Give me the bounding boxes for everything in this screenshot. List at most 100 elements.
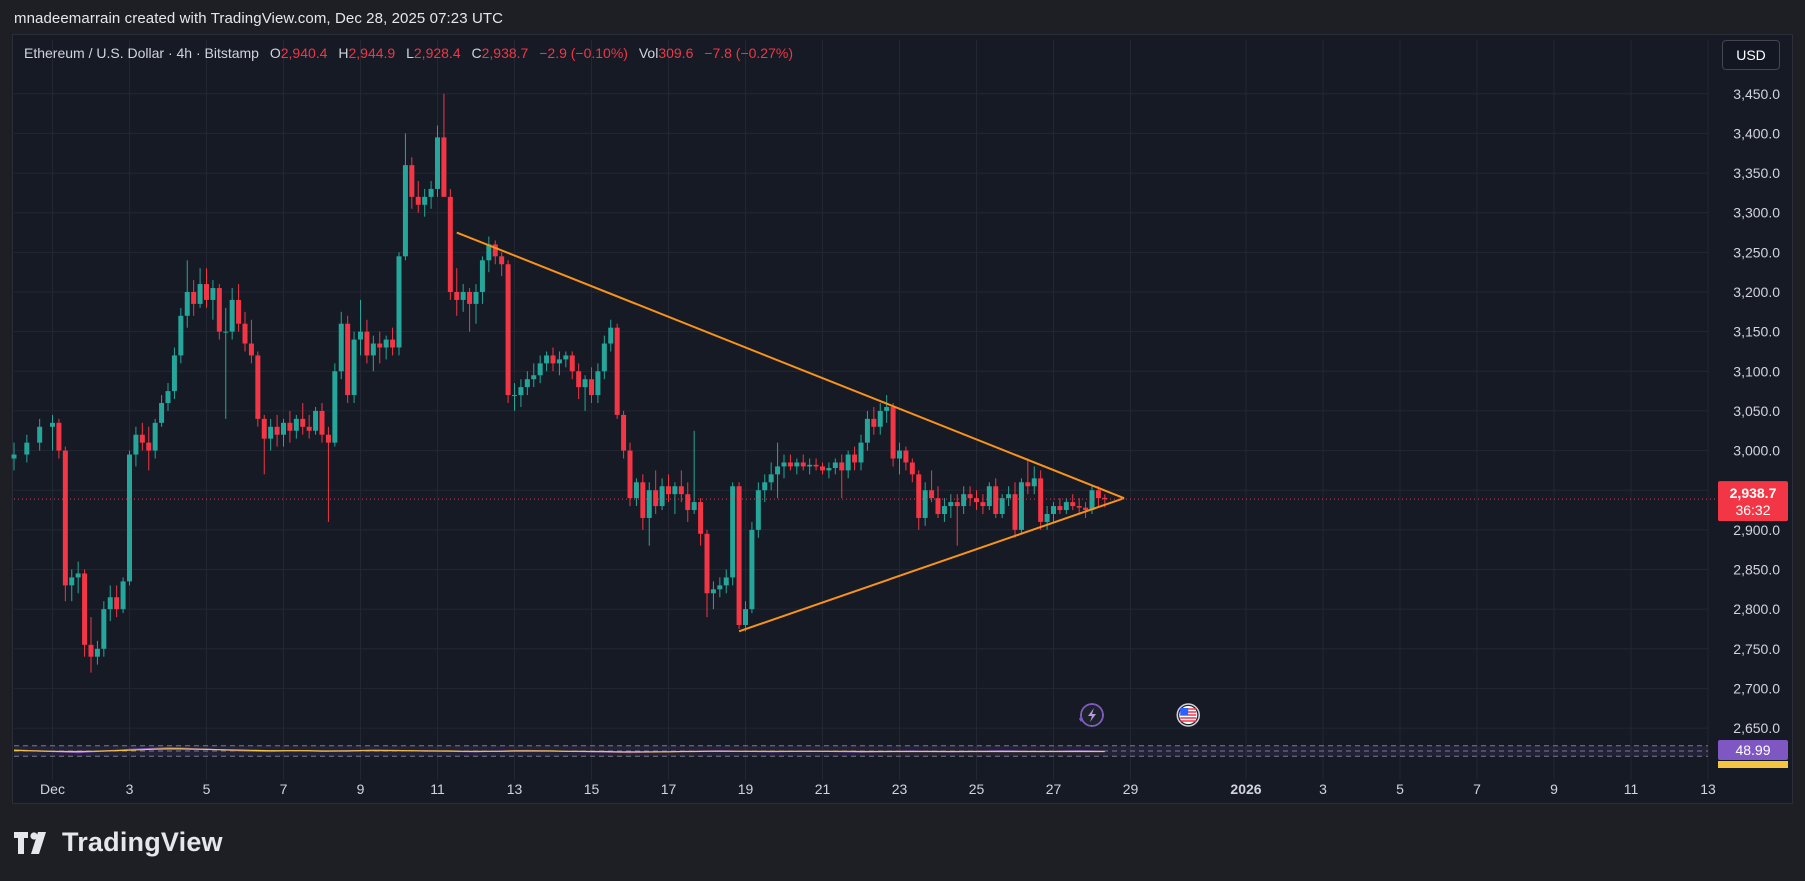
candle bbox=[435, 125, 440, 197]
candle-body bbox=[460, 292, 466, 300]
candle bbox=[531, 363, 537, 388]
price-tick-label: 2,650.0 bbox=[1733, 720, 1780, 736]
candle-body bbox=[261, 418, 267, 439]
date-tick-label: 13 bbox=[507, 781, 523, 797]
candle-body bbox=[358, 331, 363, 340]
candle bbox=[884, 395, 890, 423]
candle-body bbox=[569, 355, 575, 372]
candle-body bbox=[762, 482, 768, 491]
candle-body bbox=[986, 486, 992, 507]
us-flag-event-icon[interactable] bbox=[1176, 703, 1200, 727]
candle-body bbox=[479, 260, 485, 292]
candle-body bbox=[743, 609, 748, 625]
vol-value: 309.6 bbox=[658, 45, 694, 61]
candle-body bbox=[338, 323, 344, 372]
trendlines-layer bbox=[456, 231, 1125, 633]
candle bbox=[916, 470, 922, 530]
candle-body bbox=[114, 597, 120, 610]
date-tick-label: 7 bbox=[1473, 781, 1481, 797]
date-tick-label: 11 bbox=[1624, 781, 1639, 797]
candle bbox=[223, 307, 229, 419]
candle-body bbox=[832, 462, 838, 469]
candle bbox=[909, 458, 915, 483]
tradingview-brand[interactable]: TradingView bbox=[14, 827, 223, 858]
candle bbox=[903, 446, 909, 471]
candle-body bbox=[467, 292, 473, 304]
candle-body bbox=[736, 486, 742, 625]
candle-body bbox=[1038, 478, 1044, 522]
candle-body bbox=[1006, 494, 1012, 499]
candle bbox=[306, 414, 312, 439]
candle bbox=[1025, 458, 1031, 495]
candle bbox=[839, 454, 845, 499]
candle-body bbox=[691, 502, 697, 511]
candle-body bbox=[152, 422, 158, 451]
candle-body bbox=[306, 426, 312, 431]
candle-body bbox=[916, 474, 922, 518]
candle bbox=[114, 585, 120, 618]
price-tick-label: 3,000.0 bbox=[1733, 443, 1780, 459]
symbol-title[interactable]: Ethereum / U.S. Dollar · 4h · Bitstamp bbox=[24, 45, 259, 61]
price-tick-label: 3,250.0 bbox=[1733, 244, 1780, 260]
candle-body bbox=[473, 292, 479, 304]
candle-body bbox=[524, 379, 530, 388]
candle bbox=[358, 299, 363, 356]
candle-body bbox=[370, 343, 376, 356]
rsi-ma-tag-bg bbox=[1718, 761, 1788, 768]
candle bbox=[242, 311, 248, 352]
candle bbox=[159, 395, 165, 427]
candle bbox=[447, 188, 453, 300]
candle-body bbox=[909, 462, 915, 475]
price-tick-label: 3,400.0 bbox=[1733, 125, 1780, 141]
candle-body bbox=[499, 256, 505, 265]
candle bbox=[890, 403, 896, 467]
candle-body bbox=[447, 196, 453, 292]
candle-body bbox=[897, 450, 902, 459]
candle-body bbox=[223, 331, 229, 333]
candle bbox=[691, 430, 697, 514]
candle bbox=[499, 252, 505, 277]
candle-body bbox=[1095, 490, 1101, 499]
candle bbox=[281, 418, 286, 447]
candle bbox=[627, 442, 633, 507]
last-price-value: 2,938.7 bbox=[1730, 485, 1777, 501]
candle bbox=[877, 403, 883, 435]
candle-body bbox=[954, 502, 960, 507]
candle bbox=[274, 414, 280, 447]
candle bbox=[171, 347, 177, 400]
candle-body bbox=[730, 486, 736, 578]
candle bbox=[377, 331, 383, 364]
candle-body bbox=[139, 434, 145, 443]
candle bbox=[974, 490, 979, 511]
candle bbox=[999, 494, 1005, 518]
candle-body bbox=[903, 450, 909, 463]
candle-body bbox=[127, 454, 132, 582]
candle-body bbox=[165, 391, 171, 403]
candle-body bbox=[749, 529, 755, 610]
candle bbox=[736, 482, 742, 629]
candle bbox=[88, 617, 94, 673]
candle bbox=[864, 410, 870, 451]
candle bbox=[422, 188, 428, 217]
candle-body bbox=[993, 486, 999, 514]
candle-body bbox=[293, 418, 299, 431]
candle-body bbox=[698, 502, 704, 534]
candle-body bbox=[428, 188, 434, 197]
candle bbox=[409, 157, 415, 209]
candle bbox=[941, 498, 947, 522]
candle-body bbox=[1012, 494, 1018, 530]
currency-button[interactable]: USD bbox=[1722, 40, 1780, 70]
candle bbox=[723, 569, 729, 594]
candle bbox=[768, 462, 774, 491]
candle-body bbox=[710, 589, 716, 594]
candle bbox=[826, 462, 832, 479]
candle bbox=[1057, 498, 1063, 514]
candle bbox=[845, 450, 851, 479]
candle-body bbox=[390, 339, 396, 348]
candle bbox=[1006, 486, 1012, 507]
candle-body bbox=[402, 165, 408, 257]
candle bbox=[762, 474, 768, 503]
candle bbox=[601, 335, 607, 380]
lightning-event-icon[interactable] bbox=[1079, 703, 1104, 727]
